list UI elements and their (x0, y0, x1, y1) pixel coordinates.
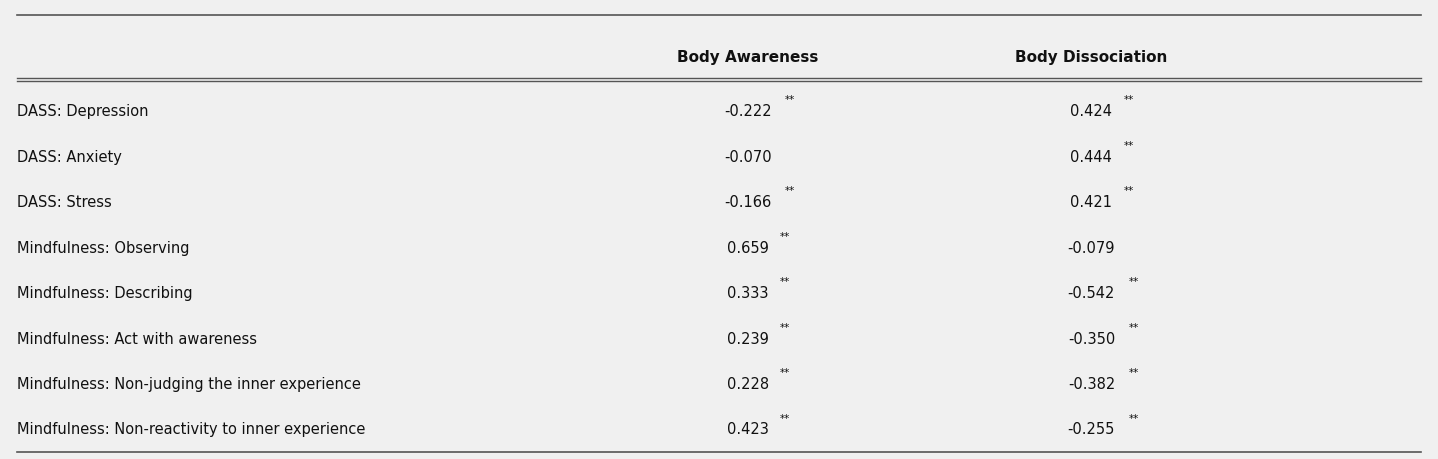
Text: -0.382: -0.382 (1068, 376, 1114, 391)
Text: **: ** (1123, 186, 1135, 196)
Text: -0.542: -0.542 (1068, 285, 1114, 301)
Text: -0.255: -0.255 (1068, 421, 1114, 437)
Text: Mindfulness: Observing: Mindfulness: Observing (17, 240, 190, 255)
Text: 0.239: 0.239 (726, 331, 768, 346)
Text: 0.333: 0.333 (726, 285, 768, 301)
Text: **: ** (779, 367, 789, 377)
Text: **: ** (1123, 140, 1135, 151)
Text: **: ** (785, 95, 795, 105)
Text: **: ** (779, 277, 789, 286)
Text: **: ** (779, 322, 789, 332)
Text: **: ** (1129, 367, 1139, 377)
Text: DASS: Anxiety: DASS: Anxiety (17, 150, 122, 164)
Text: **: ** (779, 413, 789, 423)
Text: **: ** (1129, 277, 1139, 286)
Text: DASS: Depression: DASS: Depression (17, 104, 148, 119)
Text: -0.070: -0.070 (723, 150, 771, 164)
Text: 0.659: 0.659 (726, 240, 768, 255)
Text: Mindfulness: Act with awareness: Mindfulness: Act with awareness (17, 331, 257, 346)
Text: DASS: Stress: DASS: Stress (17, 195, 112, 210)
Text: 0.421: 0.421 (1070, 195, 1113, 210)
Text: **: ** (1129, 322, 1139, 332)
Text: -0.079: -0.079 (1067, 240, 1116, 255)
Text: -0.166: -0.166 (723, 195, 771, 210)
Text: Mindfulness: Non-reactivity to inner experience: Mindfulness: Non-reactivity to inner exp… (17, 421, 365, 437)
Text: Body Dissociation: Body Dissociation (1015, 50, 1168, 65)
Text: Mindfulness: Non-judging the inner experience: Mindfulness: Non-judging the inner exper… (17, 376, 361, 391)
Text: **: ** (779, 231, 789, 241)
Text: 0.423: 0.423 (726, 421, 768, 437)
Text: Mindfulness: Describing: Mindfulness: Describing (17, 285, 193, 301)
Text: Body Awareness: Body Awareness (677, 50, 818, 65)
Text: 0.424: 0.424 (1070, 104, 1113, 119)
Text: **: ** (1123, 95, 1135, 105)
Text: **: ** (785, 186, 795, 196)
Text: 0.228: 0.228 (726, 376, 769, 391)
Text: -0.350: -0.350 (1068, 331, 1114, 346)
Text: 0.444: 0.444 (1070, 150, 1113, 164)
Text: **: ** (1129, 413, 1139, 423)
Text: -0.222: -0.222 (723, 104, 771, 119)
